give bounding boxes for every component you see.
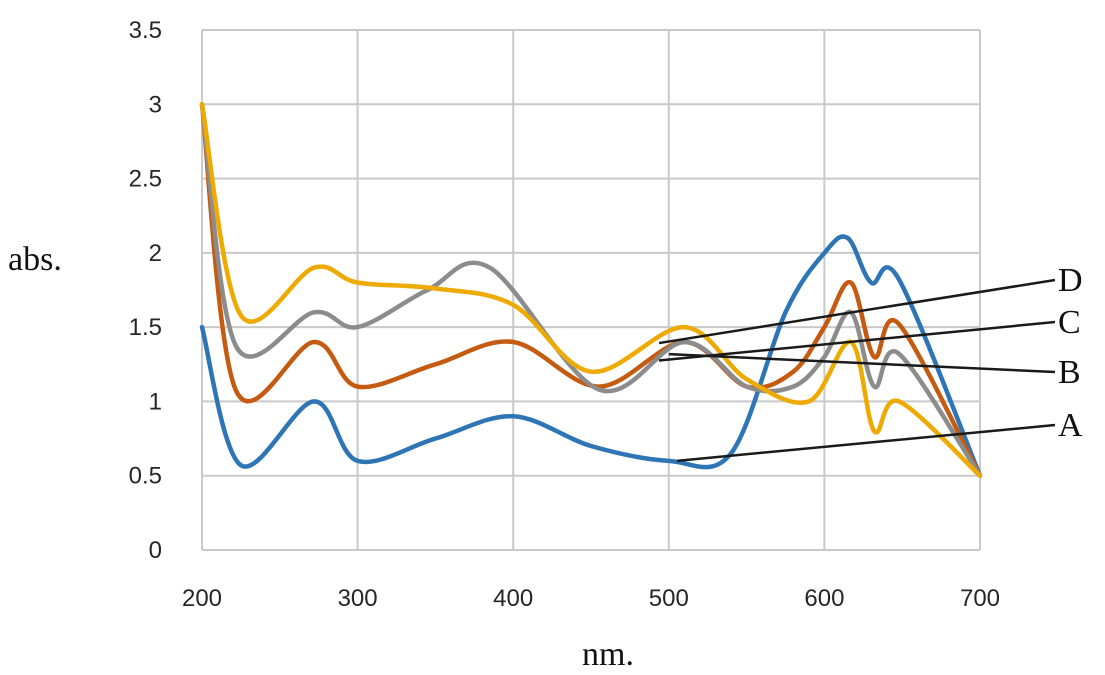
series-lines [199, 102, 983, 478]
x-axis-title: nm. [582, 636, 634, 673]
x-tick-label: 700 [960, 585, 1000, 612]
x-tick-label: 500 [649, 585, 689, 612]
axes: 0 0.5 1 1.5 2 2.5 3 3.5 200 300 400 500 600 700 [129, 17, 1000, 612]
y-axis-title: abs. [8, 241, 62, 278]
series-label-d: D [1058, 262, 1083, 299]
leader-line-d [658, 278, 1056, 345]
series-line-d [199, 102, 983, 478]
leader-line-a [676, 423, 1056, 463]
series-label-b: B [1058, 354, 1081, 391]
y-tick-label: 0.5 [129, 463, 162, 490]
y-tick-label: 3.5 [129, 17, 162, 44]
leader-line-b [668, 352, 1056, 374]
leader-line-c [658, 320, 1056, 362]
x-tick-label: 300 [338, 585, 378, 612]
x-tick-label: 400 [493, 585, 533, 612]
series-line-a [199, 234, 983, 478]
y-tick-label: 0 [149, 537, 162, 564]
y-tick-label: 1.5 [129, 314, 162, 341]
series-label-a: A [1058, 407, 1083, 444]
y-tick-label: 3 [149, 91, 162, 118]
y-tick-label: 2.5 [129, 166, 162, 193]
series-line-b [199, 102, 983, 478]
x-tick-label: 600 [804, 585, 844, 612]
series-label-c: C [1058, 304, 1081, 341]
grid-lines [201, 29, 981, 551]
series-line-c [199, 102, 983, 478]
x-tick-label: 200 [182, 585, 222, 612]
y-tick-label: 1 [149, 388, 162, 415]
y-tick-label: 2 [149, 240, 162, 267]
